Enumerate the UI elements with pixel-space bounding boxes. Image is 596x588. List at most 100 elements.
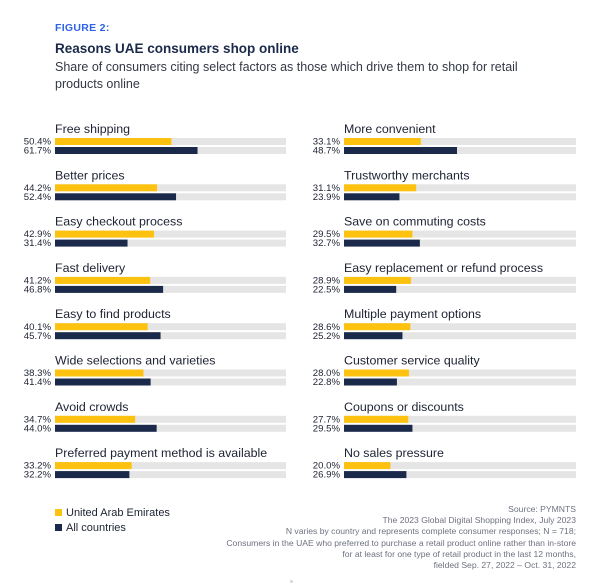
data-label: 20.0% [313,461,341,472]
source-note: Source: PYMNTS The 2023 Global Digital S… [156,504,576,571]
figure-label: FIGURE 2: [55,22,110,34]
bar-uae [55,462,132,470]
data-label: 22.8% [313,377,341,388]
data-label: 31.4% [24,238,52,249]
data-label: 42.9% [24,229,52,240]
bar-track [344,369,576,377]
bar-uae [344,138,421,145]
data-label: 25.2% [313,331,341,342]
bar-uae [55,369,144,377]
category-label: Preferred payment method is available [55,446,267,460]
bar-uae [344,462,391,470]
data-label: 23.9% [313,192,341,203]
bar-all-countries [55,332,161,340]
bar-track [344,138,576,145]
bar-all-countries [55,471,130,479]
source-line: for at least for one type of retail prod… [342,548,576,559]
bar-uae [344,415,409,423]
bar-track [55,471,286,479]
bar-all-countries [344,193,400,201]
legend-swatch-all [55,524,62,531]
bar-all-countries [344,378,397,386]
data-label: 41.4% [24,377,52,388]
data-label: 40.1% [24,322,52,333]
chart-title: Reasons UAE consumers shop online [55,41,299,56]
category-label: Customer service quality [344,354,480,368]
data-label: 28.6% [313,322,341,333]
bar-uae [344,323,411,331]
bar-track [344,378,576,386]
source-line: Source: PYMNTS [508,504,576,514]
bar-track [55,184,286,192]
bar-track [344,147,576,154]
bar-track [344,424,576,432]
category-label: Avoid crowds [55,400,128,414]
data-label: 46.8% [24,285,52,296]
data-label: 28.0% [313,368,341,379]
data-label: 32.2% [24,470,52,481]
data-label: 29.5% [313,423,341,434]
bar-track [55,332,286,340]
bar-track [55,415,286,423]
bar-all-countries [55,378,151,386]
category-label: Easy checkout process [55,215,182,229]
source-line: fielded Sep. 27, 2022 – Oct. 31, 2022 [433,560,576,571]
bar-all-countries [55,239,128,247]
data-label: 32.7% [313,238,341,249]
bar-track [55,323,286,331]
data-label: 26.9% [313,470,341,481]
data-label: 44.0% [24,423,52,434]
bar-uae [344,276,412,284]
data-label: 34.7% [24,414,52,425]
category-label: Save on commuting costs [344,215,486,229]
data-label: 38.3% [24,368,52,379]
category-label: Easy replacement or refund process [344,261,543,275]
category-label: More convenient [344,122,436,136]
category-label: Free shipping [55,122,130,136]
data-label: 61.7% [24,146,52,157]
bar-track [55,239,286,247]
bar-all-countries [344,239,420,247]
bar-track [344,415,576,423]
category-label: Wide selections and varieties [55,354,215,368]
source-line: The 2023 Global Digital Shopping Index, … [382,515,577,526]
source-line: Consumers in the UAE who preferred to pu… [226,537,576,548]
bar-uae [55,184,158,192]
category-label: Better prices [55,168,125,182]
data-label: 44.2% [24,183,52,194]
bar-track [55,285,286,293]
bar-uae [55,230,155,238]
bar-all-countries [55,193,177,201]
legend-swatch-uae [55,509,62,516]
bar-track [344,285,576,293]
page-dot [290,580,293,583]
legend-label-uae: United Arab Emirates [66,506,170,519]
bar-all-countries [344,332,403,340]
bar-track [344,276,576,284]
bar-uae [344,230,413,238]
legend-item-all: All countries [55,520,170,535]
bar-track [55,462,286,470]
category-label: Coupons or discounts [344,400,464,414]
bar-track [344,230,576,238]
category-label: Multiple payment options [344,307,481,321]
bar-uae [55,276,151,284]
bar-track [55,230,286,238]
data-label: 50.4% [24,137,52,148]
bar-all-countries [55,424,157,432]
source-line: N varies by country and represents compl… [285,526,576,537]
bar-track [344,184,576,192]
data-label: 22.5% [313,285,341,296]
legend: United Arab Emirates All countries [55,505,170,535]
bar-all-countries [344,471,407,479]
bar-track [55,369,286,377]
data-label: 29.5% [313,229,341,240]
bar-track [344,332,576,340]
bar-uae [55,415,136,423]
bar-all-countries [344,147,457,154]
data-label: 33.2% [24,461,52,472]
bar-track [55,424,286,432]
bar-track [55,276,286,284]
data-label: 52.4% [24,192,52,203]
